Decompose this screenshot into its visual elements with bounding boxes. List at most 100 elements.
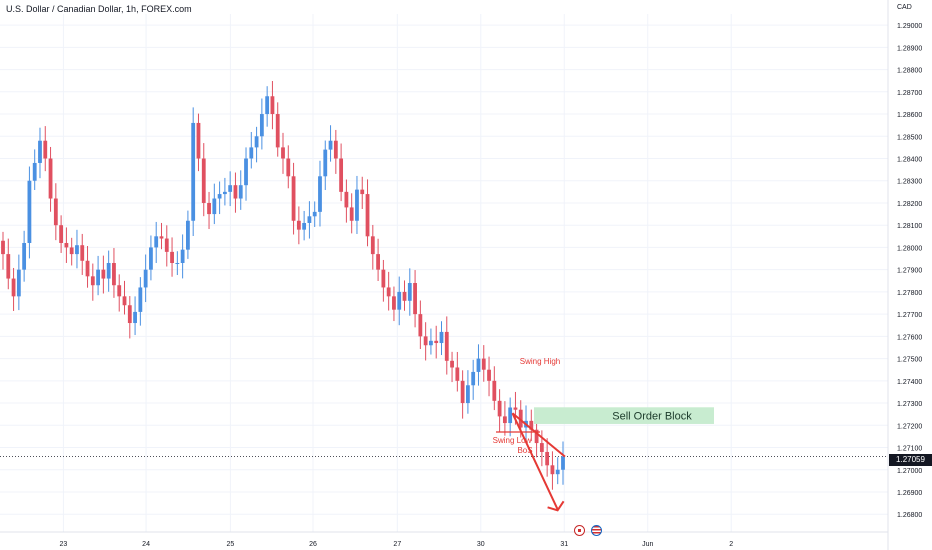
candle: [59, 215, 64, 253]
candle-body: [275, 114, 280, 148]
x-tick-label: 31: [560, 541, 568, 548]
candle: [370, 224, 375, 270]
grid: [0, 14, 888, 532]
candle: [286, 145, 291, 189]
candle-body: [487, 369, 491, 381]
x-tick-label: 26: [309, 541, 317, 548]
y-tick-label: 1.27200: [897, 423, 922, 430]
candle: [360, 176, 365, 210]
projection-arrow-head: [547, 500, 565, 512]
candle-body: [360, 189, 365, 195]
y-tick-label: 1.27400: [897, 379, 922, 386]
candle: [207, 191, 211, 230]
y-tick-label: 1.28100: [897, 223, 922, 230]
candle: [228, 171, 233, 207]
candle: [466, 370, 470, 414]
candle-body: [518, 409, 523, 428]
candle: [38, 127, 42, 179]
candle: [407, 268, 412, 316]
x-tick-label: 24: [142, 541, 150, 548]
event-flags[interactable]: [574, 523, 604, 541]
candle: [244, 147, 248, 201]
candle: [170, 237, 174, 277]
candle-body: [38, 140, 42, 163]
candle: [11, 267, 16, 311]
candle: [43, 126, 48, 172]
x-tick-label: 25: [226, 541, 234, 548]
candle: [381, 259, 386, 302]
candle-body: [154, 236, 159, 248]
candle-body: [529, 420, 534, 430]
candle-body: [349, 207, 354, 221]
candle: [296, 206, 301, 245]
candle-body: [149, 247, 153, 270]
candle-body: [434, 340, 439, 344]
chart-title: U.S. Dollar / Canadian Dollar, 1h, FOREX…: [6, 4, 192, 14]
candle: [233, 172, 238, 213]
canada-flag-icon[interactable]: [574, 525, 585, 536]
candle: [265, 86, 270, 127]
candle: [502, 401, 507, 436]
candle-body: [85, 260, 90, 277]
candle-body: [291, 176, 296, 221]
candle-body: [561, 456, 565, 470]
candle: [344, 179, 349, 223]
candle-body: [497, 400, 502, 417]
candle-body: [270, 96, 275, 115]
candle-body: [555, 469, 560, 475]
candle: [450, 351, 454, 383]
candle-body: [318, 176, 322, 212]
y-tick-label: 1.27000: [897, 468, 922, 475]
candle-body: [180, 249, 185, 263]
candle-body: [75, 245, 79, 255]
candle: [365, 179, 370, 247]
candle-body: [43, 140, 48, 159]
candle-body: [339, 158, 344, 192]
candle: [201, 143, 206, 217]
sell-order-block-label: Sell Order Block: [612, 411, 692, 423]
currency-label: CAD: [897, 4, 912, 11]
usa-flag-icon[interactable]: [591, 525, 603, 536]
candle-body: [22, 242, 27, 270]
x-tick-label: 23: [60, 541, 68, 548]
candle: [339, 143, 344, 202]
candle-body: [127, 305, 132, 324]
candle: [249, 131, 254, 169]
y-tick-label: 1.27800: [897, 290, 922, 297]
candle: [180, 234, 185, 279]
candle: [392, 286, 396, 322]
candle-body: [296, 220, 301, 230]
candle-body: [201, 158, 206, 203]
candle-body: [196, 122, 201, 159]
candle: [48, 146, 53, 212]
candle: [259, 98, 264, 150]
sell-order-block-zone: Sell Order Block: [534, 407, 714, 424]
candle: [53, 183, 58, 241]
candle-body: [344, 191, 349, 208]
y-tick-label: 1.26900: [897, 490, 922, 497]
candle: [402, 280, 407, 311]
candle: [333, 129, 338, 174]
candle: [96, 255, 100, 296]
candle: [101, 255, 106, 294]
candle: [164, 225, 169, 267]
candle-body: [112, 262, 116, 286]
candle-body: [550, 465, 555, 475]
candle-body: [122, 296, 127, 306]
candle: [397, 276, 402, 326]
y-tick-label: 1.28700: [897, 90, 922, 97]
candle: [143, 254, 148, 303]
y-tick-label: 1.27700: [897, 312, 922, 319]
candle-body: [508, 407, 513, 424]
candle: [196, 113, 201, 172]
candle-body: [455, 367, 460, 381]
candle-body: [32, 162, 37, 181]
candle-body: [466, 385, 470, 404]
x-tick-label: 2: [729, 541, 733, 548]
annotation-swing-high: Swing High: [520, 357, 560, 366]
candle-body: [11, 278, 16, 297]
candle-body: [386, 287, 391, 297]
candle: [270, 81, 275, 130]
